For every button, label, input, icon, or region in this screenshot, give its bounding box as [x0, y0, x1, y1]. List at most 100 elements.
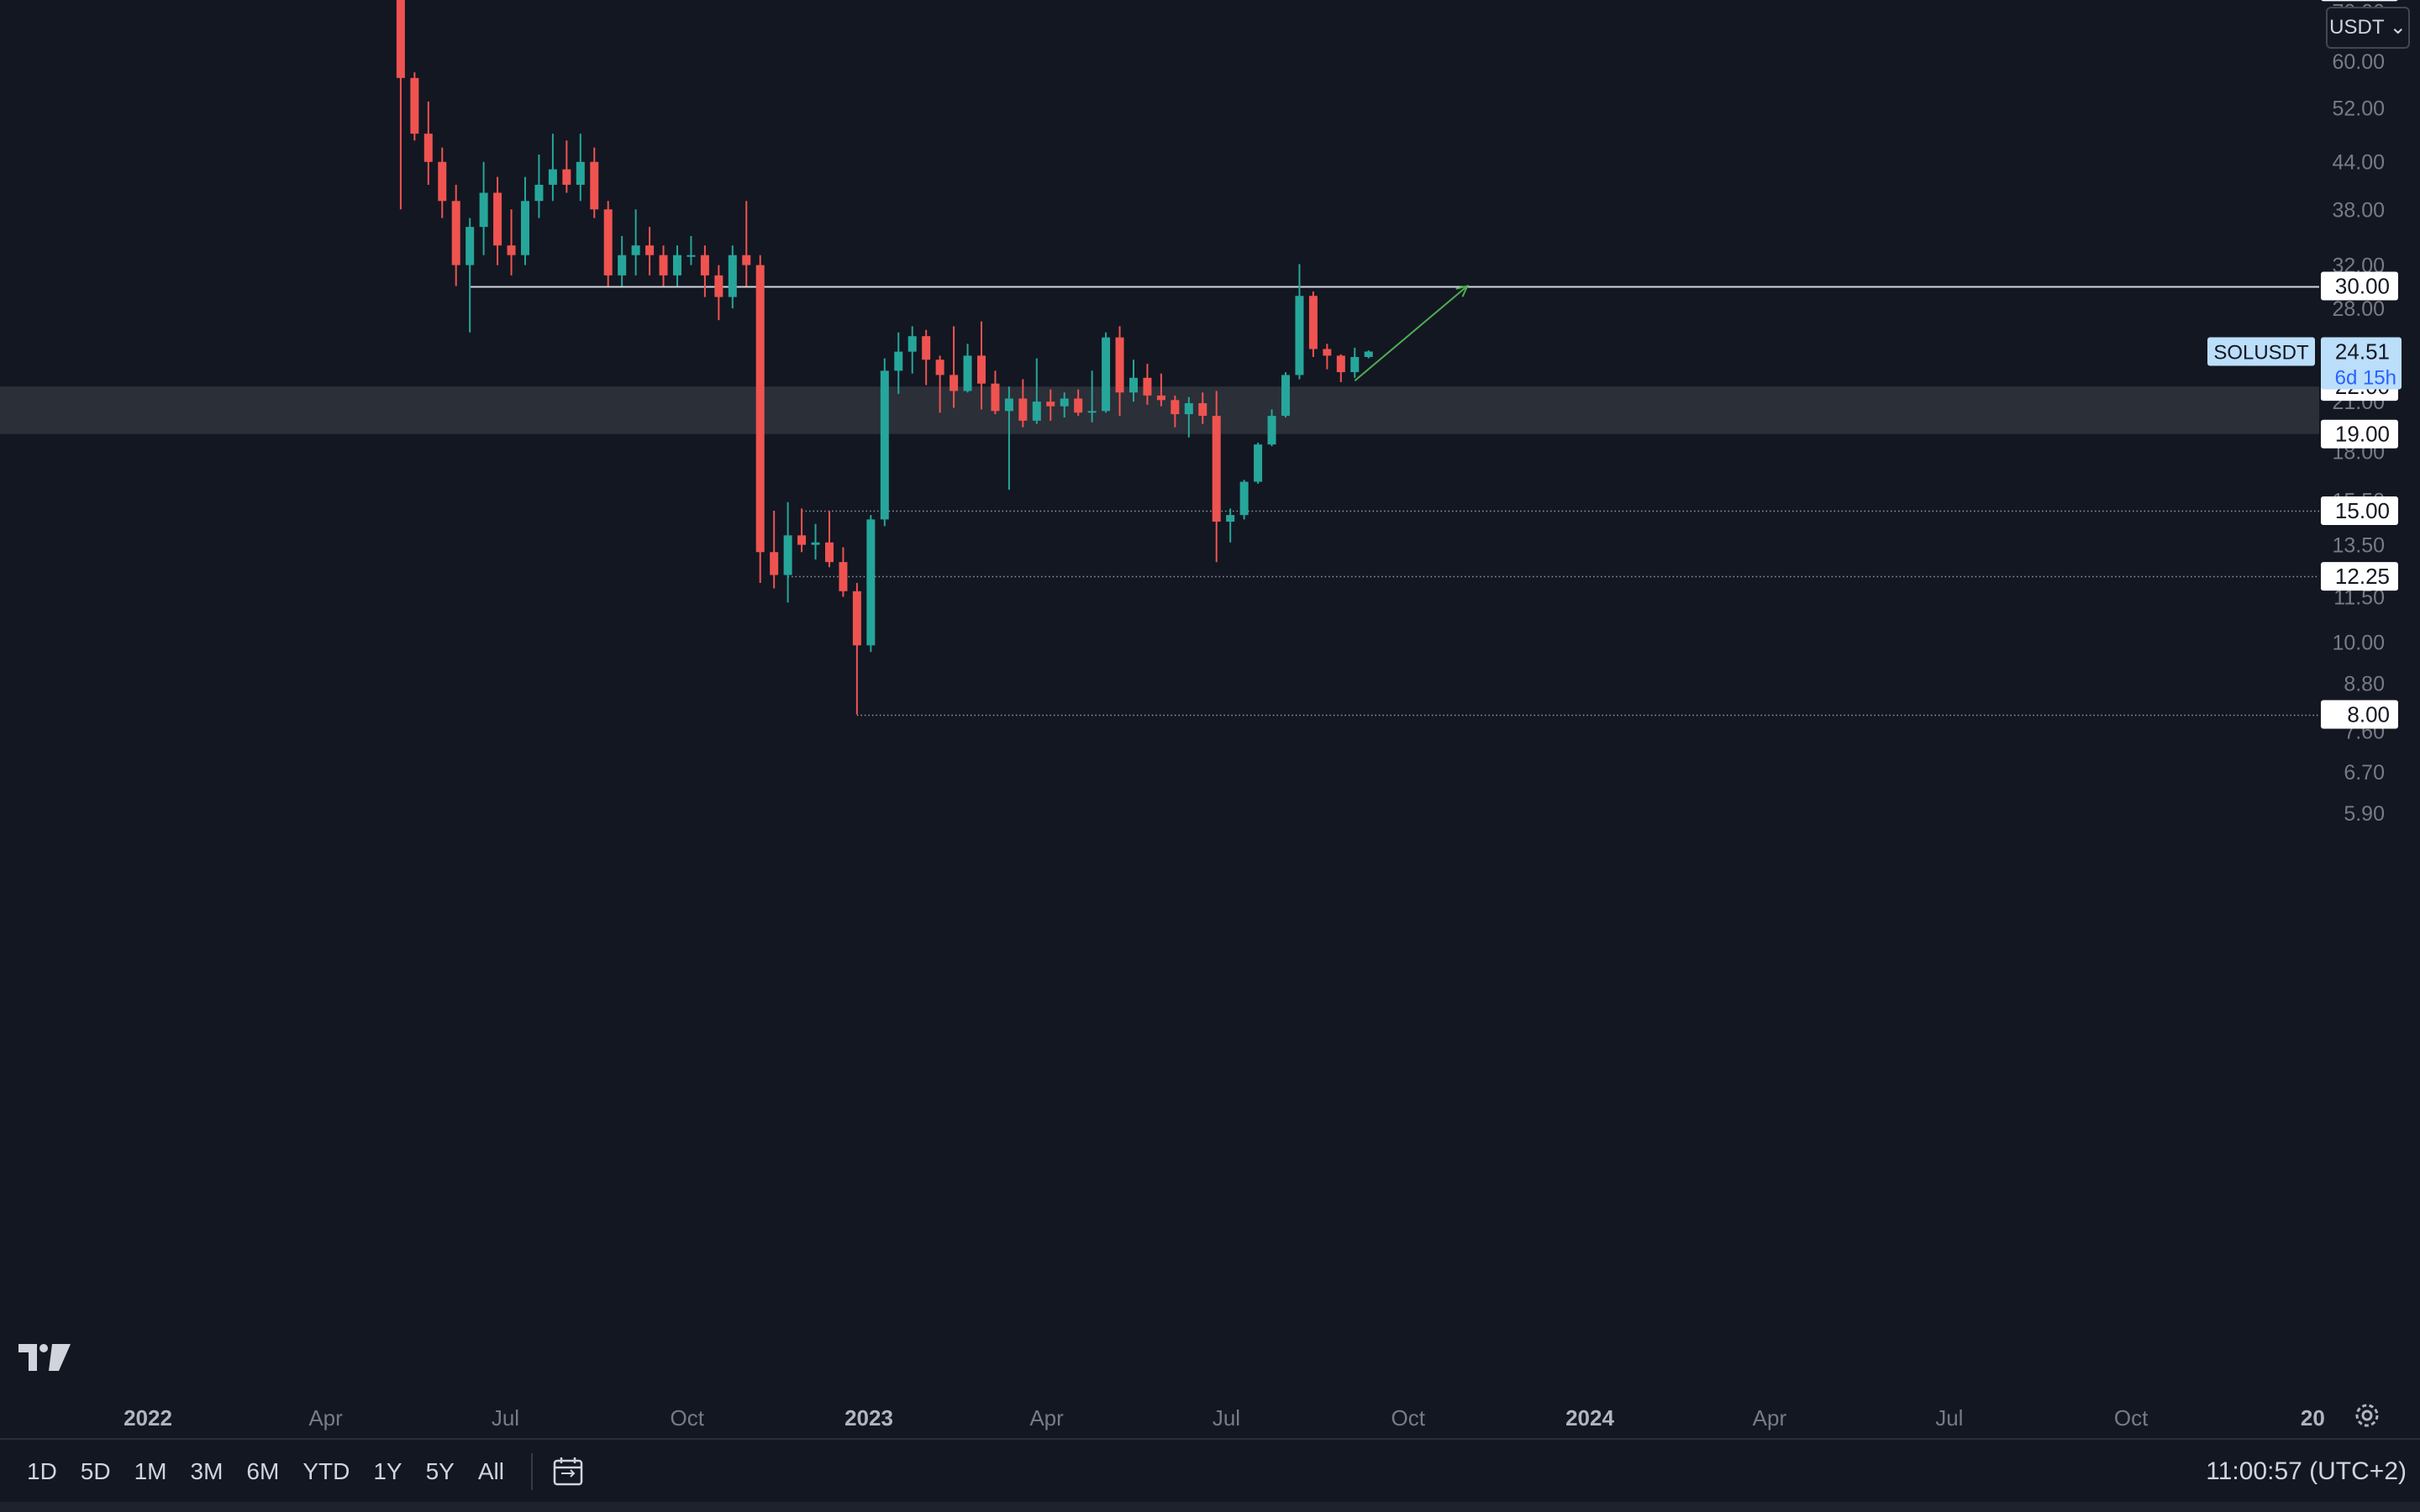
- range-1d-button[interactable]: 1D: [27, 1458, 57, 1484]
- time-tick-label: Oct: [671, 1405, 705, 1431]
- price-label-text: 8.00: [2347, 702, 2390, 727]
- bottom-scrollbar-strip: [0, 1502, 2420, 1512]
- time-tick-label: Apr: [308, 1405, 343, 1431]
- time-tick-label: Jul: [492, 1405, 519, 1431]
- range-5d-button[interactable]: 5D: [80, 1458, 111, 1484]
- candle-body: [1171, 400, 1180, 415]
- projection-arrow-line: [1354, 285, 1468, 381]
- price-tick-label: 5.90: [2344, 802, 2385, 826]
- date-range-selector: 1D 5D 1M 3M 6M YTD 1Y 5Y All: [15, 1440, 590, 1504]
- candle-body: [922, 336, 931, 360]
- candle-body: [576, 161, 585, 185]
- candle-body: [659, 255, 668, 276]
- candle-body: [991, 383, 1000, 412]
- symbol-tag-text: SOLUSDT: [2213, 341, 2309, 364]
- candle-body: [1212, 416, 1221, 522]
- time-tick-label: 2024: [1565, 1405, 1614, 1431]
- range-all-button[interactable]: All: [477, 1458, 504, 1484]
- candle-body: [687, 255, 696, 257]
- time-tick-label: Jul: [1213, 1405, 1240, 1431]
- price-tick-label: 28.00: [2332, 297, 2385, 321]
- candle-body: [797, 535, 807, 545]
- bottom-toolbar: 1D 5D 1M 3M 6M YTD 1Y 5Y All 11:00:57 (U…: [0, 1438, 2420, 1502]
- candle-body: [1184, 402, 1193, 415]
- go-to-date-button[interactable]: [546, 1450, 590, 1494]
- time-tick-label: 2022: [124, 1405, 172, 1431]
- candle-body: [534, 184, 544, 202]
- candle-body: [479, 192, 488, 228]
- candle-body: [451, 201, 460, 265]
- candle-body: [950, 375, 959, 391]
- candle-body: [1102, 337, 1111, 412]
- candle-body: [1143, 377, 1152, 396]
- candle-body: [1336, 355, 1345, 373]
- range-1y-button[interactable]: 1Y: [373, 1458, 402, 1484]
- price-label-box: [2321, 419, 2398, 449]
- candle-body: [466, 227, 475, 265]
- price-tick-label: 52.00: [2332, 97, 2385, 120]
- settings-gear-icon[interactable]: [2353, 1401, 2381, 1430]
- candle-body: [1087, 411, 1097, 413]
- price-tick-label: 6.70: [2344, 761, 2385, 785]
- price-tick-label: 60.00: [2332, 50, 2385, 74]
- candle-body: [839, 562, 848, 591]
- candle-body: [507, 245, 516, 255]
- time-tick-label: Oct: [2114, 1405, 2149, 1431]
- range-ytd-button[interactable]: YTD: [302, 1458, 350, 1484]
- candle-body: [410, 77, 419, 134]
- candle-body: [1254, 444, 1263, 482]
- candle-body: [783, 535, 792, 575]
- candle-body: [645, 245, 655, 255]
- candle-body: [618, 255, 627, 276]
- candle-body: [1128, 377, 1138, 393]
- time-tick-label: Oct: [1392, 1405, 1426, 1431]
- candle-body: [1350, 356, 1360, 373]
- candle-body: [852, 591, 861, 646]
- price-tick-label: 38.00: [2332, 198, 2385, 222]
- range-6m-button[interactable]: 6M: [246, 1458, 280, 1484]
- candle-body: [976, 355, 986, 384]
- currency-dropdown[interactable]: USDT ⌄: [2326, 7, 2410, 49]
- candle-body: [424, 134, 433, 162]
- price-label-box: [2321, 271, 2398, 301]
- price-tick-label: 13.50: [2332, 534, 2385, 558]
- candle-body: [1018, 398, 1028, 421]
- price-label-box: [2321, 700, 2398, 729]
- candle-body: [755, 265, 765, 553]
- candle-body: [770, 552, 779, 575]
- candle-body: [1239, 481, 1249, 516]
- price-label-text: 30.00: [2335, 274, 2390, 299]
- candle-body: [1060, 398, 1069, 407]
- price-chart[interactable]: 150.00130.00110.0094.0082.0070.0060.0052…: [0, 0, 2420, 1438]
- clock-timezone[interactable]: 11:00:57 (UTC+2): [2206, 1457, 2407, 1485]
- price-label-text: 15.00: [2335, 498, 2390, 523]
- last-price-value: 24.51: [2335, 339, 2390, 364]
- candle-body: [631, 245, 640, 255]
- candle-body: [908, 336, 917, 352]
- candle-body: [894, 351, 903, 371]
- candle-body: [1115, 337, 1124, 393]
- range-1m-button[interactable]: 1M: [134, 1458, 167, 1484]
- candle-body: [493, 192, 502, 246]
- price-label-box: [2321, 562, 2398, 591]
- range-5y-button[interactable]: 5Y: [425, 1458, 455, 1484]
- time-tick-label: Apr: [1029, 1405, 1064, 1431]
- last-price-countdown: 6d 15h: [2335, 366, 2396, 389]
- candle-body: [520, 201, 529, 255]
- time-tick-label: 2023: [844, 1405, 893, 1431]
- price-tick-label: 44.00: [2332, 151, 2385, 175]
- time-tick-label: 20: [2301, 1405, 2325, 1431]
- price-label-text: 19.00: [2335, 422, 2390, 447]
- candle-body: [603, 209, 613, 276]
- candle-body: [880, 370, 889, 520]
- price-label-box: [2321, 496, 2398, 525]
- candle-body: [1364, 351, 1373, 357]
- range-3m-button[interactable]: 3M: [190, 1458, 224, 1484]
- candle-body: [1004, 398, 1013, 412]
- candle-body: [811, 542, 820, 545]
- projection-arrow-head: [1455, 285, 1470, 297]
- candle-body: [562, 169, 571, 185]
- price-tick-label: 10.00: [2332, 631, 2385, 654]
- candle-body: [1032, 402, 1041, 421]
- candle-body: [963, 355, 972, 391]
